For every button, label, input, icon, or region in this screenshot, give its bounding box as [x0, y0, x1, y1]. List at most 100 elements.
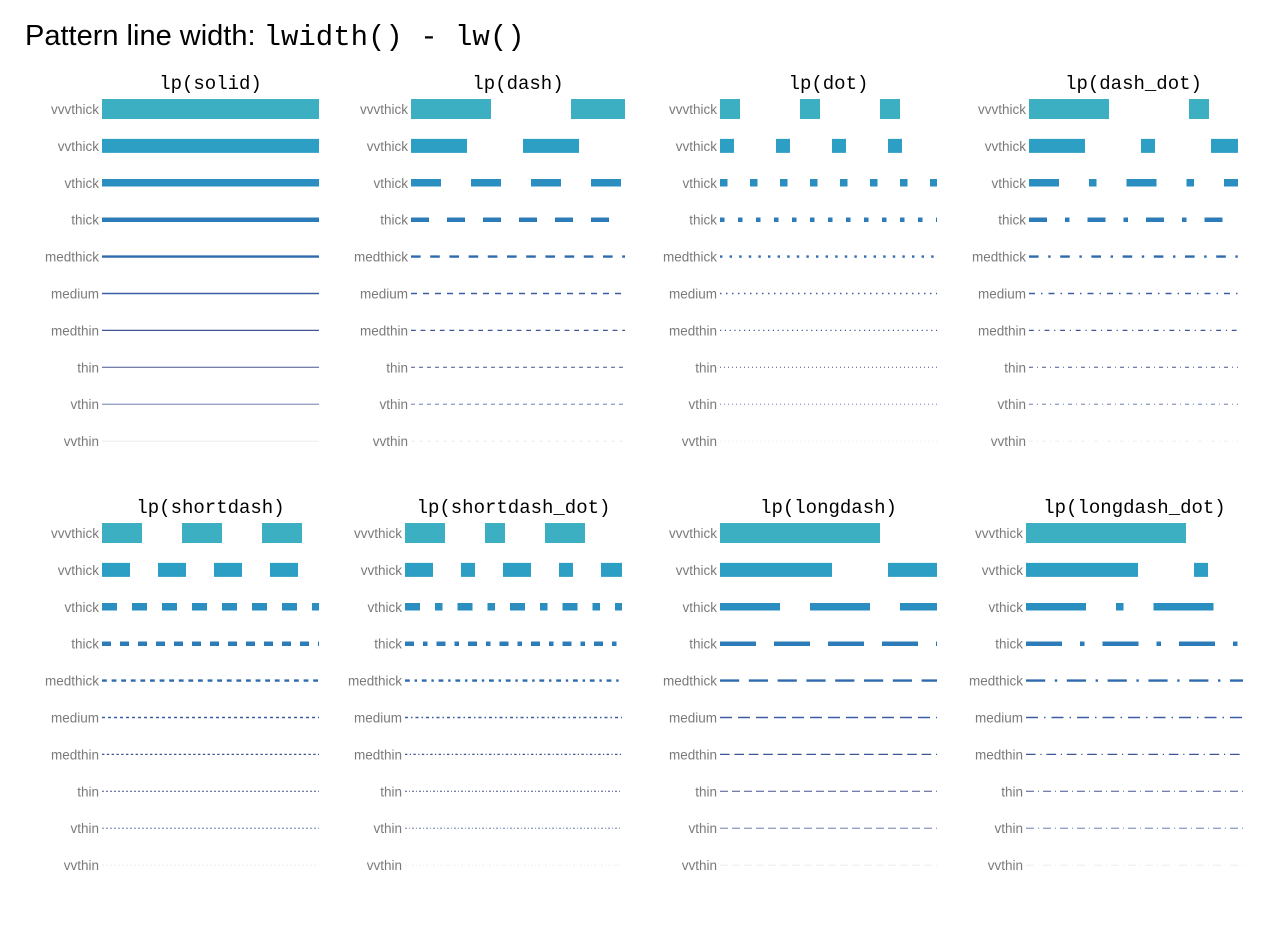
- row-label-thick: thick: [689, 213, 717, 228]
- panel-shortdash-dot: lp(shortdash_dot) vvvthick vvthick vthick th…: [348, 497, 622, 873]
- row-label-vvthin: vvthin: [682, 858, 717, 873]
- row-label-vvthick: vvthick: [676, 139, 718, 154]
- row-label-medium: medium: [51, 711, 99, 726]
- row-label-medthick: medthick: [45, 250, 99, 265]
- row-label-medthin: medthin: [975, 747, 1023, 762]
- row-label-thin: thin: [1001, 784, 1023, 799]
- row-label-vvvthick: vvvthick: [360, 102, 408, 117]
- row-label-vthick: vthick: [988, 600, 1023, 615]
- panel-longdash-dot: lp(longdash_dot) vvvthick vvthick vthick thi…: [969, 497, 1243, 873]
- row-label-vthick: vthick: [367, 600, 402, 615]
- row-label-vthick: vthick: [682, 176, 717, 191]
- row-label-vthin: vthin: [70, 397, 99, 412]
- row-label-vvvthick: vvvthick: [51, 102, 99, 117]
- chart-title-code: lwidth() - lw(): [263, 21, 525, 54]
- panel-title: lp(solid): [159, 73, 262, 95]
- row-label-vvthick: vvthick: [676, 563, 718, 578]
- row-label-medthick: medthick: [663, 250, 717, 265]
- panel-title: lp(shortdash): [136, 497, 284, 519]
- row-label-medthin: medthin: [978, 323, 1026, 338]
- row-label-medthick: medthick: [348, 674, 402, 689]
- panel-shortdash: lp(shortdash) vvvthick vvthick vthick thick m…: [45, 497, 319, 873]
- row-label-medium: medium: [51, 287, 99, 302]
- row-label-thick: thick: [995, 637, 1023, 652]
- row-label-vthin: vthin: [688, 397, 717, 412]
- row-label-medium: medium: [669, 711, 717, 726]
- panel-title: lp(longdash_dot): [1043, 497, 1225, 519]
- row-label-vvthin: vvthin: [373, 434, 408, 449]
- row-label-vthin: vthin: [70, 821, 99, 836]
- row-label-medthick: medthick: [663, 674, 717, 689]
- row-label-medthin: medthin: [669, 747, 717, 762]
- row-label-medthick: medthick: [972, 250, 1026, 265]
- row-label-medium: medium: [354, 711, 402, 726]
- row-label-vthin: vthin: [379, 397, 408, 412]
- row-label-medium: medium: [360, 287, 408, 302]
- chart-title-prefix: Pattern line width:: [25, 20, 264, 52]
- row-label-vthick: vthick: [682, 600, 717, 615]
- panel-dash: lp(dash) vvvthick vvthick vthick thick medthi…: [354, 73, 625, 449]
- row-label-vthick: vthick: [991, 176, 1026, 191]
- row-label-medthick: medthick: [45, 674, 99, 689]
- row-label-thick: thick: [689, 637, 717, 652]
- row-label-thin: thin: [1004, 360, 1026, 375]
- row-label-thin: thin: [695, 784, 717, 799]
- panel-longdash: lp(longdash) vvvthick vvthick vthick thick me…: [663, 497, 937, 873]
- row-label-thin: thin: [77, 360, 99, 375]
- panel-title: lp(dot): [789, 73, 869, 95]
- row-label-vvthick: vvthick: [361, 563, 403, 578]
- row-label-vvthin: vvthin: [988, 858, 1023, 873]
- row-label-thin: thin: [695, 360, 717, 375]
- row-label-vvvthick: vvvthick: [51, 526, 99, 541]
- row-label-vvthin: vvthin: [64, 434, 99, 449]
- row-label-vvthick: vvthick: [367, 139, 409, 154]
- row-label-medthick: medthick: [354, 250, 408, 265]
- row-label-vthick: vthick: [64, 176, 99, 191]
- row-label-medium: medium: [975, 711, 1023, 726]
- row-label-medthick: medthick: [969, 674, 1023, 689]
- chart-title: Pattern line width: lwidth() - lw(): [25, 20, 525, 54]
- panel-dot: lp(dot) vvvthick vvthick vthick thick medthic…: [663, 73, 937, 449]
- row-label-vvthin: vvthin: [367, 858, 402, 873]
- panel-title: lp(shortdash_dot): [417, 497, 611, 519]
- row-label-vvvthick: vvvthick: [669, 102, 717, 117]
- row-label-thick: thick: [998, 213, 1026, 228]
- row-label-medthin: medthin: [51, 747, 99, 762]
- row-label-vvthin: vvthin: [682, 434, 717, 449]
- row-label-vvthick: vvthick: [982, 563, 1024, 578]
- row-label-vthick: vthick: [373, 176, 408, 191]
- row-label-vvvthick: vvvthick: [669, 526, 717, 541]
- row-label-thick: thick: [71, 213, 99, 228]
- row-label-vvthick: vvthick: [58, 139, 100, 154]
- row-label-vthin: vthin: [997, 397, 1026, 412]
- row-label-vvthin: vvthin: [991, 434, 1026, 449]
- row-label-thin: thin: [380, 784, 402, 799]
- panel-title: lp(longdash): [760, 497, 897, 519]
- row-label-medthin: medthin: [354, 747, 402, 762]
- row-label-vvthick: vvthick: [58, 563, 100, 578]
- row-label-vvthin: vvthin: [64, 858, 99, 873]
- row-label-thin: thin: [77, 784, 99, 799]
- row-label-vvvthick: vvvthick: [354, 526, 402, 541]
- row-label-medthin: medthin: [669, 323, 717, 338]
- row-label-thin: thin: [386, 360, 408, 375]
- row-label-vthin: vthin: [994, 821, 1023, 836]
- row-label-vthick: vthick: [64, 600, 99, 615]
- row-label-medium: medium: [669, 287, 717, 302]
- panel-solid: lp(solid) vvvthick vvthick vthick thick medth…: [45, 73, 319, 449]
- panel-dash-dot: lp(dash_dot) vvvthick vvthick vthick thick me…: [972, 73, 1238, 449]
- row-label-medium: medium: [978, 287, 1026, 302]
- row-label-medthin: medthin: [360, 323, 408, 338]
- row-label-thick: thick: [374, 637, 402, 652]
- row-label-vvvthick: vvvthick: [975, 526, 1023, 541]
- row-label-vvthick: vvthick: [985, 139, 1027, 154]
- row-label-vvvthick: vvvthick: [978, 102, 1026, 117]
- row-label-vthin: vthin: [373, 821, 402, 836]
- row-label-thick: thick: [380, 213, 408, 228]
- row-label-medthin: medthin: [51, 323, 99, 338]
- row-label-thick: thick: [71, 637, 99, 652]
- row-label-vthin: vthin: [688, 821, 717, 836]
- panel-title: lp(dash): [472, 73, 563, 95]
- panel-title: lp(dash_dot): [1065, 73, 1202, 95]
